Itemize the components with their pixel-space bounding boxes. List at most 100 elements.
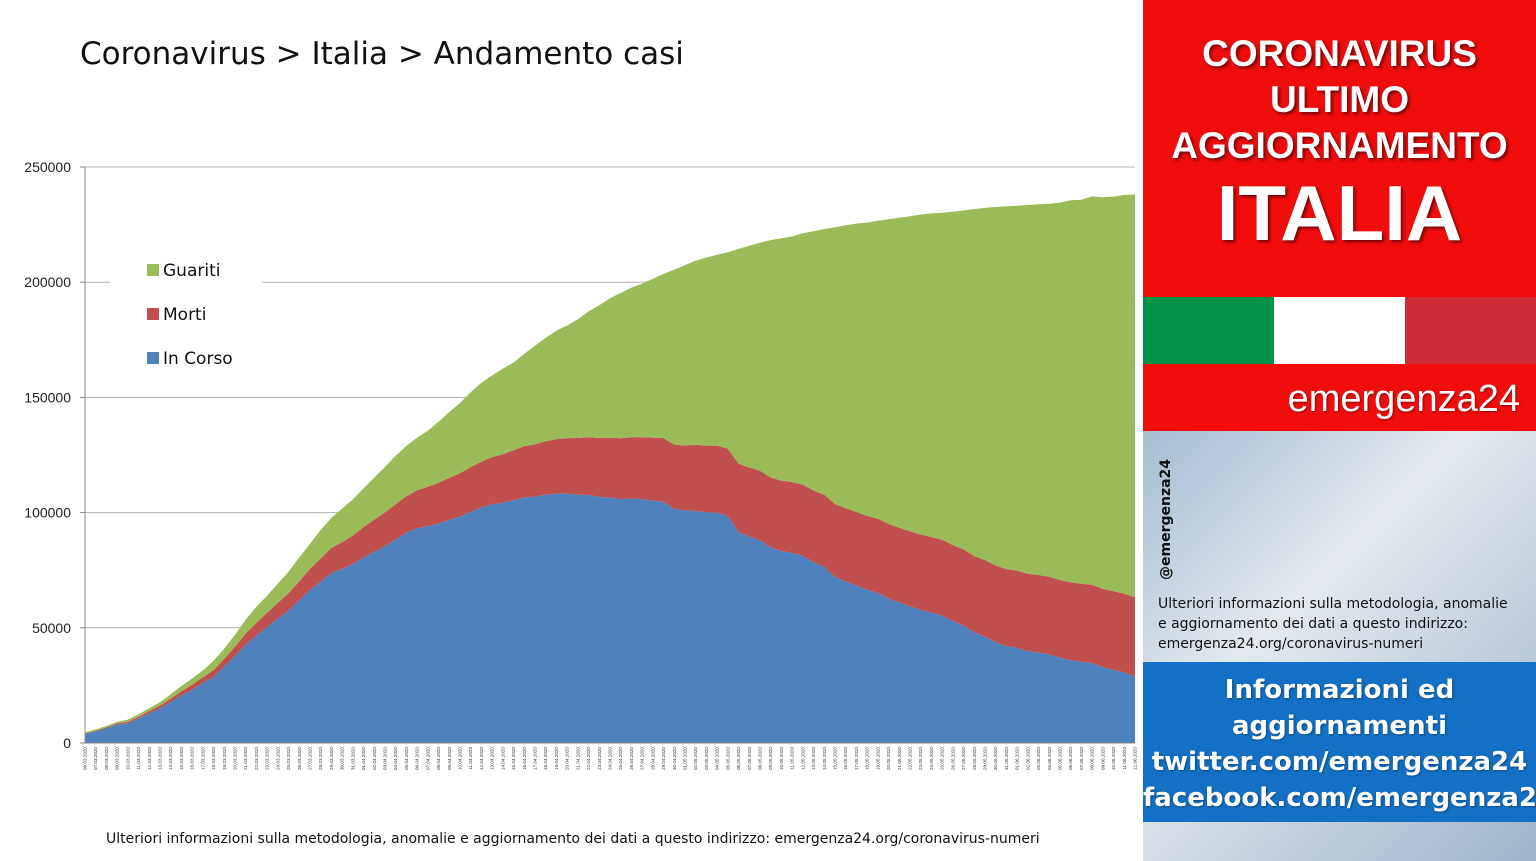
x-tick-label: 08.05.2020 (758, 747, 763, 770)
side-note-line: emergenza24.org/coronavirus-numeri (1158, 636, 1424, 652)
x-tick-label: 04.04.2020 (393, 747, 398, 770)
x-tick-label: 31.03.2020 (350, 747, 355, 770)
x-tick-label: 23.04.2020 (597, 747, 602, 770)
x-tick-label: 12.06.2020 (1133, 747, 1138, 770)
social-handle: @emergenza24 (1158, 458, 1174, 580)
x-tick-label: 19.04.2020 (554, 747, 559, 770)
x-tick-label: 06.05.2020 (736, 747, 741, 770)
x-tick-label: 07.06.2020 (1079, 747, 1084, 770)
area-series-morti (85, 437, 1135, 734)
x-tick-label: 28.05.2020 (972, 747, 977, 770)
area-series-layer (85, 194, 1135, 743)
x-tick-label: 30.04.2020 (672, 747, 677, 770)
x-tick-label: 13.05.2020 (811, 747, 816, 770)
headline-line-3: AGGIORNAMENTO (1171, 125, 1508, 166)
x-tick-label: 18.03.2020 (211, 747, 216, 770)
x-tick-label: 18.05.2020 (865, 747, 870, 770)
x-tick-label: 16.03.2020 (190, 747, 195, 770)
x-tick-label: 26.04.2020 (629, 747, 634, 770)
x-tick-label: 22.04.2020 (586, 747, 591, 770)
stacked-area-chart: 0 50000 100000 150000 200000 250000 06.03.202… (24, 159, 1138, 770)
x-tick-label: 09.03.2020 (115, 747, 120, 770)
x-tick-label: 25.03.2020 (286, 747, 291, 770)
x-tick-label: 06.04.2020 (415, 747, 420, 770)
x-tick-label: 29.04.2020 (661, 747, 666, 770)
x-tick-label: 27.05.2020 (961, 747, 966, 770)
x-tick-label: 02.06.2020 (1025, 747, 1030, 770)
x-tick-label: 19.03.2020 (222, 747, 227, 770)
x-tick-label: 25.04.2020 (618, 747, 623, 770)
x-tick-label: 05.04.2020 (404, 747, 409, 770)
legend-swatch (147, 308, 159, 320)
x-tick-label: 10.05.2020 (779, 747, 784, 770)
x-tick-label: 08.06.2020 (1090, 747, 1095, 770)
x-tick-label: 22.05.2020 (908, 747, 913, 770)
x-tick-label: 30.03.2020 (340, 747, 345, 770)
x-tick-label: 14.05.2020 (822, 747, 827, 770)
x-tick-label: 21.03.2020 (243, 747, 248, 770)
x-tick-label: 14.03.2020 (168, 747, 173, 770)
x-tick-label: 09.06.2020 (1100, 747, 1105, 770)
x-tick-label: 26.03.2020 (297, 747, 302, 770)
x-tick-label: 05.06.2020 (1058, 747, 1063, 770)
legend-label: Morti (163, 305, 206, 325)
x-tick-label: 11.03.2020 (136, 747, 141, 770)
x-tick-label: 13.04.2020 (490, 747, 495, 770)
x-tick-label: 23.05.2020 (918, 747, 923, 770)
headline-line-2: ULTIMO (1269, 79, 1410, 120)
brand-name: emergenza24 (1143, 364, 1536, 431)
side-methodology-note: Ulteriori informazioni sulla metodologia… (1158, 594, 1523, 654)
y-tick-label: 0 (63, 735, 71, 751)
info-line: Informazioni ed (1224, 675, 1455, 705)
flag-stripe-white (1274, 297, 1405, 364)
headline-country: ITALIA (1216, 169, 1463, 257)
y-tick-label: 100000 (24, 505, 71, 521)
x-tick-label: 07.04.2020 (425, 747, 430, 770)
x-tick-label: 08.04.2020 (436, 747, 441, 770)
x-tick-label: 08.03.2020 (104, 747, 109, 770)
x-tick-label: 04.06.2020 (1047, 747, 1052, 770)
x-tick-label: 15.03.2020 (179, 747, 184, 770)
flag-stripe-red (1405, 297, 1536, 364)
x-tick-label: 16.04.2020 (522, 747, 527, 770)
x-tick-label: 01.06.2020 (1015, 747, 1020, 770)
info-links-box: Informazioni ed aggiornamenti twitter.co… (1143, 662, 1536, 822)
x-tick-label: 21.05.2020 (897, 747, 902, 770)
x-tick-label: 11.06.2020 (1122, 747, 1127, 770)
page-title: Coronavirus > Italia > Andamento casi (80, 36, 684, 72)
x-tick-label: 24.04.2020 (608, 747, 613, 770)
twitter-link[interactable]: twitter.com/emergenza24 (1151, 747, 1528, 777)
y-axis: 0 50000 100000 150000 200000 250000 (24, 159, 1135, 751)
x-tick-label: 16.05.2020 (843, 747, 848, 770)
x-tick-label: 20.05.2020 (886, 747, 891, 770)
x-tick-label: 02.04.2020 (372, 747, 377, 770)
x-tick-label: 09.05.2020 (768, 747, 773, 770)
x-tick-label: 17.04.2020 (533, 747, 538, 770)
x-tick-label: 03.06.2020 (1036, 747, 1041, 770)
x-tick-label: 31.05.2020 (1004, 747, 1009, 770)
x-tick-label: 07.05.2020 (747, 747, 752, 770)
x-tick-label: 28.04.2020 (650, 747, 655, 770)
x-tick-label: 26.05.2020 (950, 747, 955, 770)
x-tick-label: 20.03.2020 (233, 747, 238, 770)
x-tick-label: 17.03.2020 (200, 747, 205, 770)
flag-stripe-green (1143, 297, 1274, 364)
side-note-line: e aggiornamento dei dati a questo indiri… (1158, 616, 1468, 632)
facebook-link[interactable]: facebook.com/emergenza24 (1143, 783, 1536, 813)
x-tick-label: 05.05.2020 (725, 747, 730, 770)
x-tick-label: 24.05.2020 (929, 747, 934, 770)
x-tick-label: 29.05.2020 (983, 747, 988, 770)
x-tick-label: 13.03.2020 (158, 747, 163, 770)
x-tick-label: 18.04.2020 (543, 747, 548, 770)
x-tick-label: 30.05.2020 (993, 747, 998, 770)
x-tick-label: 14.04.2020 (500, 747, 505, 770)
y-tick-label: 150000 (24, 389, 71, 405)
legend-swatch (147, 264, 159, 276)
x-tick-label: 21.04.2020 (575, 747, 580, 770)
x-tick-label: 12.04.2020 (479, 747, 484, 770)
headline-banner: CORONAVIRUS ULTIMO AGGIORNAMENTO ITALIA (1143, 0, 1536, 297)
x-axis-tick-labels: 06.03.2020 07.03.2020 08.03.2020 09.03.2020… (83, 747, 1138, 770)
y-tick-label: 250000 (24, 159, 71, 175)
x-tick-label: 10.06.2020 (1111, 747, 1116, 770)
x-tick-label: 15.04.2020 (511, 747, 516, 770)
